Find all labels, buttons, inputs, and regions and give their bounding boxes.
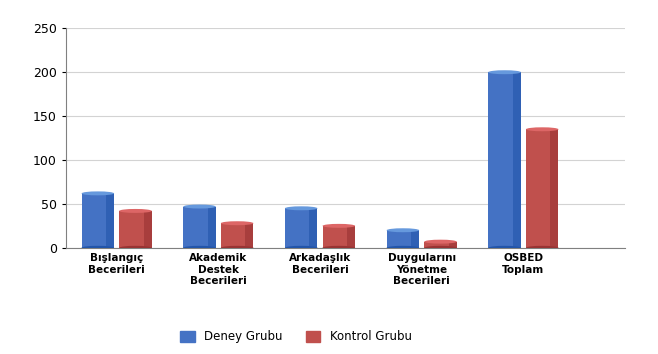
Ellipse shape <box>119 209 152 213</box>
Legend: Deney Grubu, Kontrol Grubu: Deney Grubu, Kontrol Grubu <box>176 326 417 348</box>
Ellipse shape <box>221 221 253 225</box>
Bar <box>285 208 317 248</box>
Bar <box>488 72 521 248</box>
Ellipse shape <box>183 246 216 250</box>
Ellipse shape <box>526 246 559 250</box>
Ellipse shape <box>488 246 521 250</box>
Bar <box>143 211 152 248</box>
Bar <box>221 223 253 248</box>
Text: Bışlangıç
Becerileri: Bışlangıç Becerileri <box>88 253 145 275</box>
Bar <box>526 129 559 248</box>
Ellipse shape <box>285 206 318 210</box>
Bar <box>411 230 419 248</box>
Text: Arkadaşlık
Becerileri: Arkadaşlık Becerileri <box>289 253 351 275</box>
Bar <box>309 208 318 248</box>
Text: Akademik
Destek
Becerileri: Akademik Destek Becerileri <box>190 253 247 286</box>
Bar <box>82 193 114 248</box>
Text: OSBED
Toplam: OSBED Toplam <box>502 253 545 275</box>
Bar <box>245 223 253 248</box>
Bar <box>184 206 216 248</box>
Ellipse shape <box>526 127 559 131</box>
Ellipse shape <box>285 246 318 250</box>
Ellipse shape <box>119 246 152 250</box>
Bar <box>550 129 559 248</box>
Bar <box>322 226 355 248</box>
Bar <box>119 211 152 248</box>
Ellipse shape <box>424 240 457 244</box>
Ellipse shape <box>322 246 355 250</box>
Ellipse shape <box>183 205 216 209</box>
Ellipse shape <box>387 228 419 232</box>
Ellipse shape <box>82 246 114 250</box>
Bar <box>424 242 457 248</box>
Bar <box>106 193 114 248</box>
Ellipse shape <box>221 246 253 250</box>
Ellipse shape <box>82 192 114 195</box>
Bar <box>387 230 419 248</box>
Bar <box>208 206 216 248</box>
Bar <box>449 242 457 248</box>
Bar <box>347 226 355 248</box>
Bar <box>513 72 521 248</box>
Ellipse shape <box>387 246 419 250</box>
Ellipse shape <box>424 246 457 250</box>
Ellipse shape <box>488 70 521 74</box>
Ellipse shape <box>322 224 355 228</box>
Text: Duygularını
Yönetme
Becerileri: Duygularını Yönetme Becerileri <box>388 253 456 286</box>
